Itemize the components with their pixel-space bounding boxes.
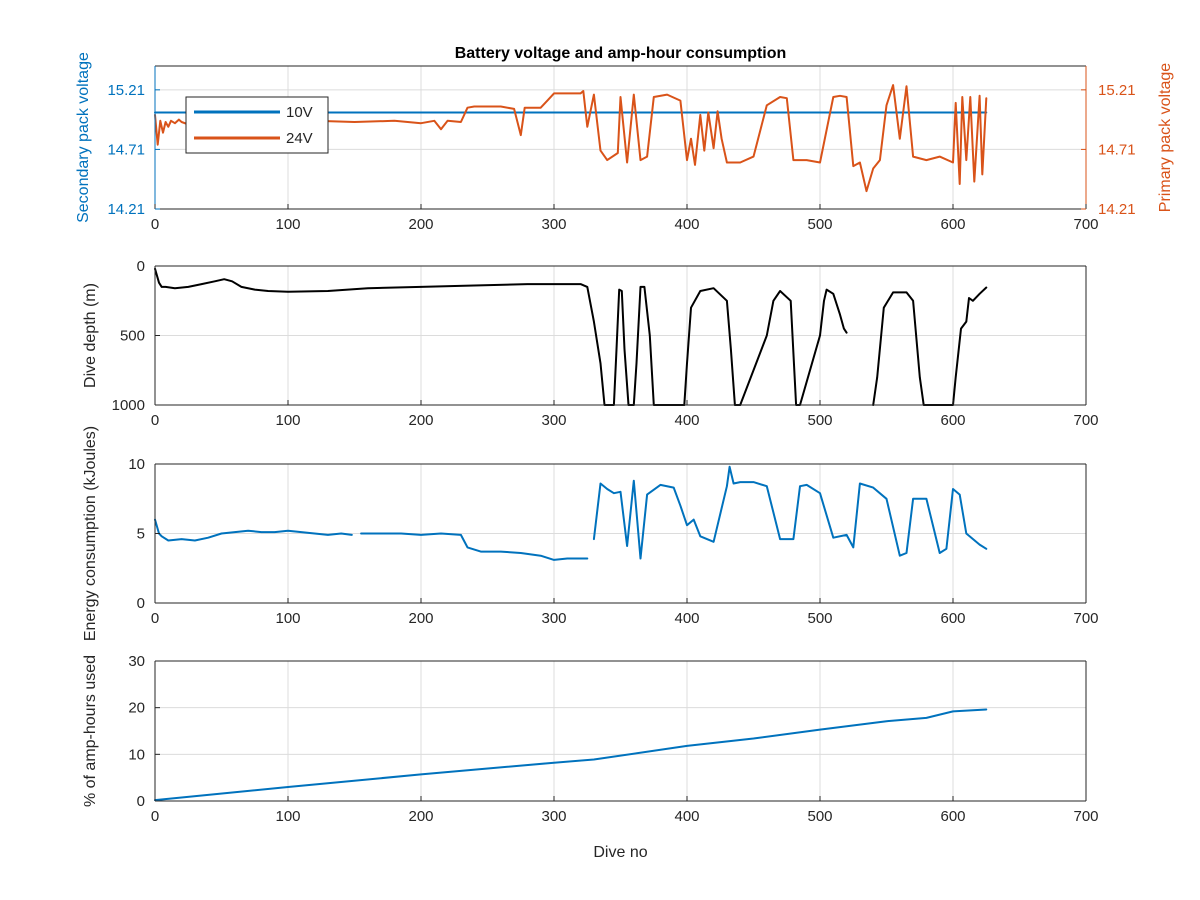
x-tick-label: 300 xyxy=(541,610,566,627)
legend-label-10v: 10V xyxy=(286,104,313,121)
x-tick-label: 300 xyxy=(541,412,566,429)
series-line-p4 xyxy=(154,708,988,802)
y-axis-label: Secondary pack voltage xyxy=(75,52,92,223)
x-tick-label: 0 xyxy=(151,412,159,429)
y-tick-label: 0 xyxy=(137,595,145,612)
legend-label-24v: 24V xyxy=(286,130,313,147)
y-tick-label: 20 xyxy=(128,700,145,717)
x-tick-label: 400 xyxy=(674,808,699,825)
x-tick-label: 500 xyxy=(807,610,832,627)
legend-box xyxy=(185,96,329,154)
series-line-p3-seg3 xyxy=(592,465,988,560)
y-tick-label: 1000 xyxy=(112,397,145,414)
chart-panel-2: 0 100 200 300 400 500 600 700 0 500 1000 Dive depth… xyxy=(82,258,1099,429)
y-tick-label: 10 xyxy=(128,746,145,763)
plot-area xyxy=(155,661,1086,801)
y-axis-label: % of amp-hours used xyxy=(82,655,99,807)
y-right-tick-label: 15.21 xyxy=(1098,82,1136,99)
series-line-p3-seg2 xyxy=(360,532,589,561)
x-tick-label: 100 xyxy=(275,412,300,429)
y-tick-label: 30 xyxy=(128,653,145,670)
chart-panel-4: 0 100 200 300 400 500 600 700 0 10 20 30 % of amp-ho… xyxy=(82,653,1099,861)
x-tick-label: 200 xyxy=(408,610,433,627)
x-tick-label: 400 xyxy=(674,610,699,627)
y-tick-label: 500 xyxy=(120,328,145,345)
x-tick-label: 100 xyxy=(275,610,300,627)
x-tick-label: 200 xyxy=(408,216,433,233)
y-tick-label: 10 xyxy=(128,456,145,473)
chart-panel-1: 0 100 200 300 400 500 600 70014.2114.7115.2114.… xyxy=(75,45,1174,233)
x-tick-label: 500 xyxy=(807,412,832,429)
x-tick-label: 500 xyxy=(807,808,832,825)
x-tick-label: 0 xyxy=(151,610,159,627)
y-right-tick-label: 14.21 xyxy=(1098,201,1136,218)
chart-title: Battery voltage and amp-hour consumption xyxy=(455,45,787,62)
y-tick-label: 14.21 xyxy=(107,201,145,218)
x-tick-label: 600 xyxy=(940,412,965,429)
y-axis-label: Dive depth (m) xyxy=(82,283,99,388)
y-tick-label: 5 xyxy=(137,526,145,543)
x-tick-label: 700 xyxy=(1073,412,1098,429)
x-tick-label: 400 xyxy=(674,412,699,429)
y-tick-label: 0 xyxy=(137,793,145,810)
x-tick-label: 600 xyxy=(940,216,965,233)
x-tick-label: 700 xyxy=(1073,610,1098,627)
y-axis-label: Energy consumption (kJoules) xyxy=(82,426,99,641)
x-tick-label: 700 xyxy=(1073,216,1098,233)
y-tick-label: 15.21 xyxy=(107,82,145,99)
x-tick-label: 100 xyxy=(275,808,300,825)
series-line-p3-seg1 xyxy=(154,518,353,542)
x-tick-label: 400 xyxy=(674,216,699,233)
x-tick-label: 0 xyxy=(151,216,159,233)
x-tick-label: 300 xyxy=(541,216,566,233)
y-tick-label: 0 xyxy=(137,258,145,275)
y-right-tick-label: 14.71 xyxy=(1098,141,1136,158)
y-tick-label: 14.71 xyxy=(107,141,145,158)
x-tick-label: 600 xyxy=(940,610,965,627)
x-tick-label: 600 xyxy=(940,808,965,825)
x-axis-label: Dive no xyxy=(593,844,647,861)
x-tick-label: 500 xyxy=(807,216,832,233)
x-tick-label: 300 xyxy=(541,808,566,825)
x-tick-label: 200 xyxy=(408,808,433,825)
chart-panel-3: 0 100 200 300 400 500 600 700 0 5 10 Energy consump… xyxy=(82,426,1099,641)
x-tick-label: 100 xyxy=(275,216,300,233)
x-tick-label: 0 xyxy=(151,808,159,825)
x-tick-label: 200 xyxy=(408,412,433,429)
x-tick-label: 700 xyxy=(1073,808,1098,825)
series-line-p2-seg1 xyxy=(154,267,848,406)
y-axis-label-right: Primary pack voltage xyxy=(1157,63,1174,212)
legend: 10V 24V xyxy=(185,96,329,154)
